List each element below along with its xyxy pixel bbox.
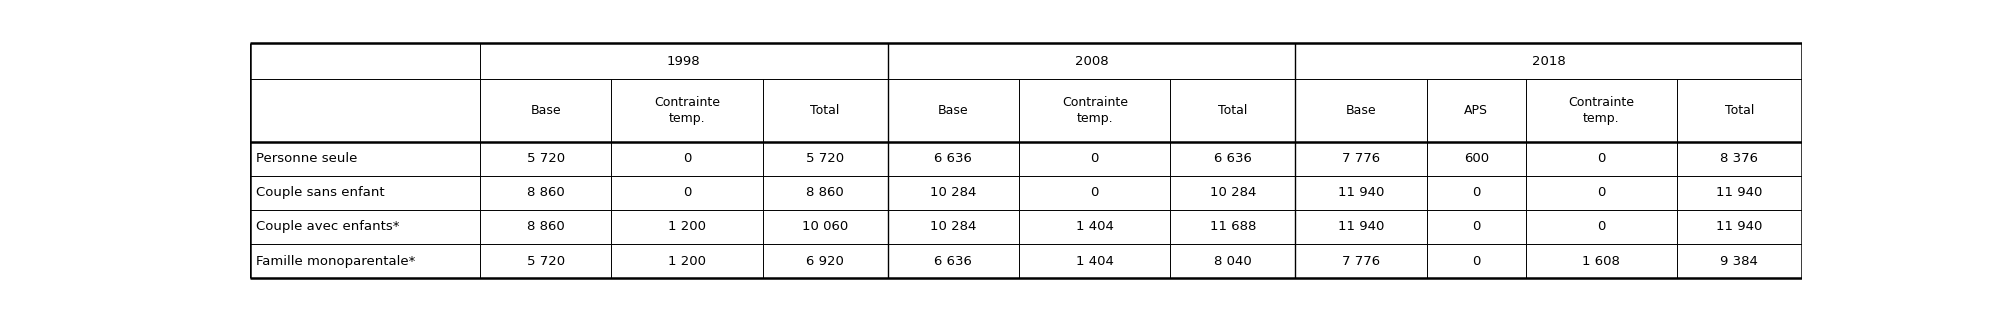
Text: 1 404: 1 404 — [1075, 220, 1113, 233]
Text: 1998: 1998 — [667, 55, 701, 68]
Text: Base: Base — [939, 104, 969, 117]
Text: 1 200: 1 200 — [669, 220, 707, 233]
Text: 8 860: 8 860 — [527, 220, 565, 233]
Text: 11 688: 11 688 — [1209, 220, 1255, 233]
Text: 6 636: 6 636 — [1213, 152, 1251, 165]
Text: 0: 0 — [683, 152, 691, 165]
Text: APS: APS — [1463, 104, 1487, 117]
Text: 7 776: 7 776 — [1341, 152, 1379, 165]
Text: Personne seule: Personne seule — [256, 152, 358, 165]
Text: Couple sans enfant: Couple sans enfant — [256, 186, 384, 199]
Text: Total: Total — [811, 104, 841, 117]
Text: 11 940: 11 940 — [1337, 220, 1383, 233]
Text: Base: Base — [1345, 104, 1377, 117]
Text: 10 284: 10 284 — [931, 186, 977, 199]
Text: 0: 0 — [1471, 186, 1479, 199]
Text: 600: 600 — [1463, 152, 1489, 165]
Text: 2008: 2008 — [1075, 55, 1109, 68]
Text: Total: Total — [1219, 104, 1247, 117]
Text: 9 384: 9 384 — [1720, 255, 1758, 267]
Text: 0: 0 — [1091, 186, 1099, 199]
Text: 5 720: 5 720 — [807, 152, 845, 165]
Text: 1 404: 1 404 — [1075, 255, 1113, 267]
Text: 10 284: 10 284 — [931, 220, 977, 233]
Text: 10 060: 10 060 — [803, 220, 849, 233]
Text: 2018: 2018 — [1532, 55, 1566, 68]
Text: Couple avec enfants*: Couple avec enfants* — [256, 220, 400, 233]
Text: 0: 0 — [1598, 220, 1606, 233]
Text: Famille monoparentale*: Famille monoparentale* — [256, 255, 416, 267]
Text: 5 720: 5 720 — [527, 152, 565, 165]
Text: 6 636: 6 636 — [935, 152, 973, 165]
Text: 6 920: 6 920 — [807, 255, 845, 267]
Text: Base: Base — [531, 104, 561, 117]
Text: 7 776: 7 776 — [1341, 255, 1379, 267]
Text: 0: 0 — [1598, 186, 1606, 199]
Text: 0: 0 — [1598, 152, 1606, 165]
Text: 0: 0 — [1091, 152, 1099, 165]
Text: 0: 0 — [1471, 255, 1479, 267]
Text: 1 200: 1 200 — [669, 255, 707, 267]
Text: 0: 0 — [683, 186, 691, 199]
Text: 8 860: 8 860 — [807, 186, 845, 199]
Text: 0: 0 — [1471, 220, 1479, 233]
Text: Contrainte
temp.: Contrainte temp. — [1061, 96, 1127, 125]
Text: 10 284: 10 284 — [1209, 186, 1255, 199]
Text: 8 040: 8 040 — [1213, 255, 1251, 267]
Text: 8 376: 8 376 — [1720, 152, 1758, 165]
Text: 6 636: 6 636 — [935, 255, 973, 267]
Text: Total: Total — [1724, 104, 1754, 117]
Text: 1 608: 1 608 — [1582, 255, 1620, 267]
Text: 11 940: 11 940 — [1716, 186, 1762, 199]
Text: 5 720: 5 720 — [527, 255, 565, 267]
Text: 11 940: 11 940 — [1716, 220, 1762, 233]
Text: 8 860: 8 860 — [527, 186, 565, 199]
Text: Contrainte
temp.: Contrainte temp. — [1568, 96, 1634, 125]
Text: Contrainte
temp.: Contrainte temp. — [655, 96, 721, 125]
Text: 11 940: 11 940 — [1337, 186, 1383, 199]
